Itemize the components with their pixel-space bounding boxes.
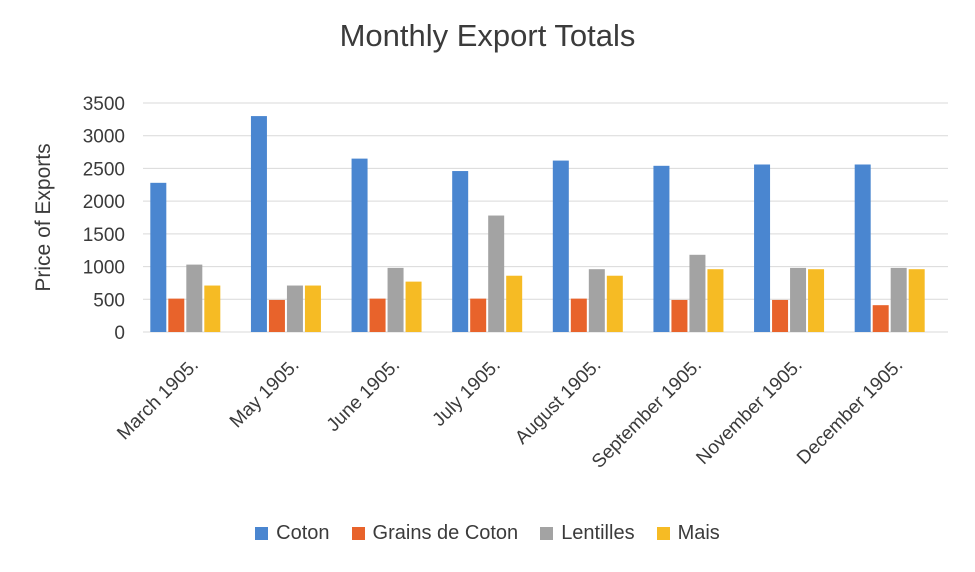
bar [872,305,889,332]
x-tick-label: March 1905. [113,355,203,445]
y-tick-label: 3500 [83,94,125,115]
x-tick-label: September 1905. [588,355,706,473]
bar [772,299,789,332]
bar [286,285,303,332]
bar [387,267,404,332]
bar [204,285,221,332]
bar [186,264,203,332]
bar [808,269,825,332]
bar [689,254,706,332]
bar [488,215,505,332]
bar [908,269,925,332]
bar [653,165,670,332]
bar [570,298,587,332]
bar [854,164,871,332]
legend-swatch [255,527,269,540]
y-tick-label: 2000 [83,192,125,213]
legend-item: Lentilles [540,522,635,545]
bar [754,164,771,332]
legend-item: Mais [656,522,720,545]
x-tick-label: November 1905. [692,355,806,469]
legend-label: Grains de Coton [372,522,519,544]
bar [250,116,267,332]
chart-title: Monthly Export Totals [339,18,636,53]
bar [890,267,907,332]
bar [606,275,623,332]
bar [268,299,285,332]
bar [671,299,688,332]
bar [405,281,422,332]
bar [369,298,386,332]
bar [790,267,807,332]
x-tick-label: July 1905. [429,355,505,431]
legend-swatch [540,527,554,540]
bar [168,298,185,332]
x-tick-label: December 1905. [793,355,907,469]
bar [552,160,569,332]
x-tick-label: May 1905. [226,355,304,433]
bar [150,182,167,332]
y-tick-label: 500 [93,290,125,311]
y-tick-label: 1000 [83,258,125,279]
y-axis-title: Price of Exports [32,143,55,291]
legend-label: Coton [276,522,330,544]
legend-label: Mais [677,522,720,544]
bar [588,269,605,332]
y-tick-label: 2500 [83,159,125,180]
y-tick-label: 3000 [83,127,125,148]
bar [470,298,487,332]
bar [707,269,724,332]
x-tick-label: August 1905. [511,355,605,449]
legend-swatch [656,527,670,540]
legend: Coton Grains de Coton Lentilles Mais [0,522,975,545]
bar [506,275,523,332]
legend-swatch [351,527,365,540]
bar [452,171,469,332]
x-tick-label: June 1905. [323,355,404,436]
y-tick-label: 0 [114,323,125,344]
legend-item: Coton [255,522,330,545]
y-tick-label: 1500 [83,225,125,246]
bar [351,158,368,332]
legend-item: Grains de Coton [351,522,519,545]
legend-label: Lentilles [561,522,635,544]
bar [304,285,321,332]
